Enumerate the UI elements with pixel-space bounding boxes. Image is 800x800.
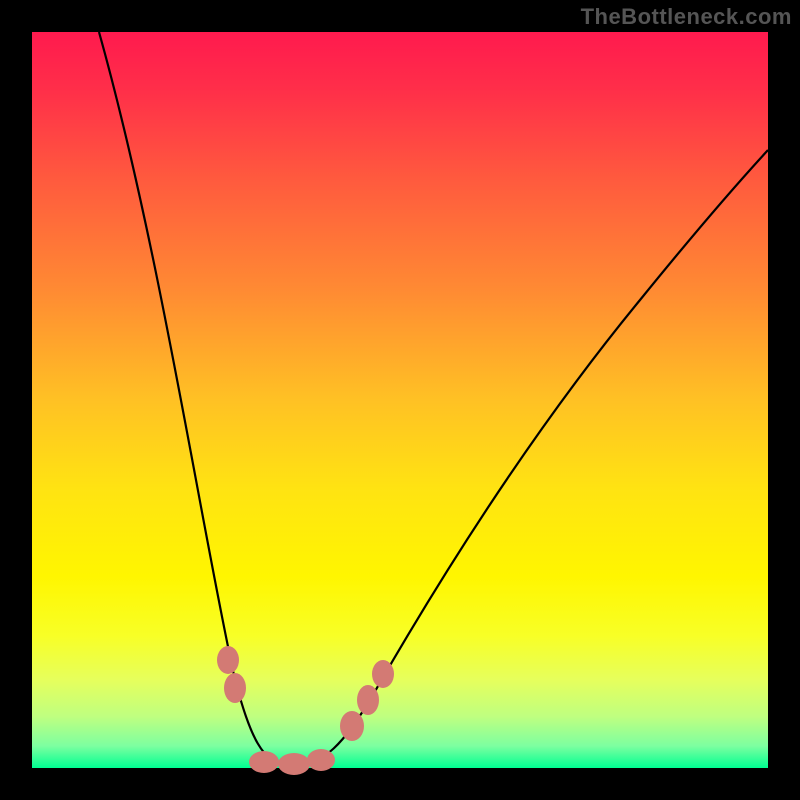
curve-marker <box>372 660 394 688</box>
curve-marker <box>217 646 239 674</box>
curve-marker <box>340 711 364 741</box>
curve-marker <box>224 673 246 703</box>
bottleneck-chart <box>0 0 800 800</box>
curve-marker <box>357 685 379 715</box>
curve-marker <box>307 749 335 771</box>
curve-marker <box>278 753 310 775</box>
plot-background <box>32 32 768 768</box>
chart-container: TheBottleneck.com <box>0 0 800 800</box>
curve-marker <box>249 751 279 773</box>
